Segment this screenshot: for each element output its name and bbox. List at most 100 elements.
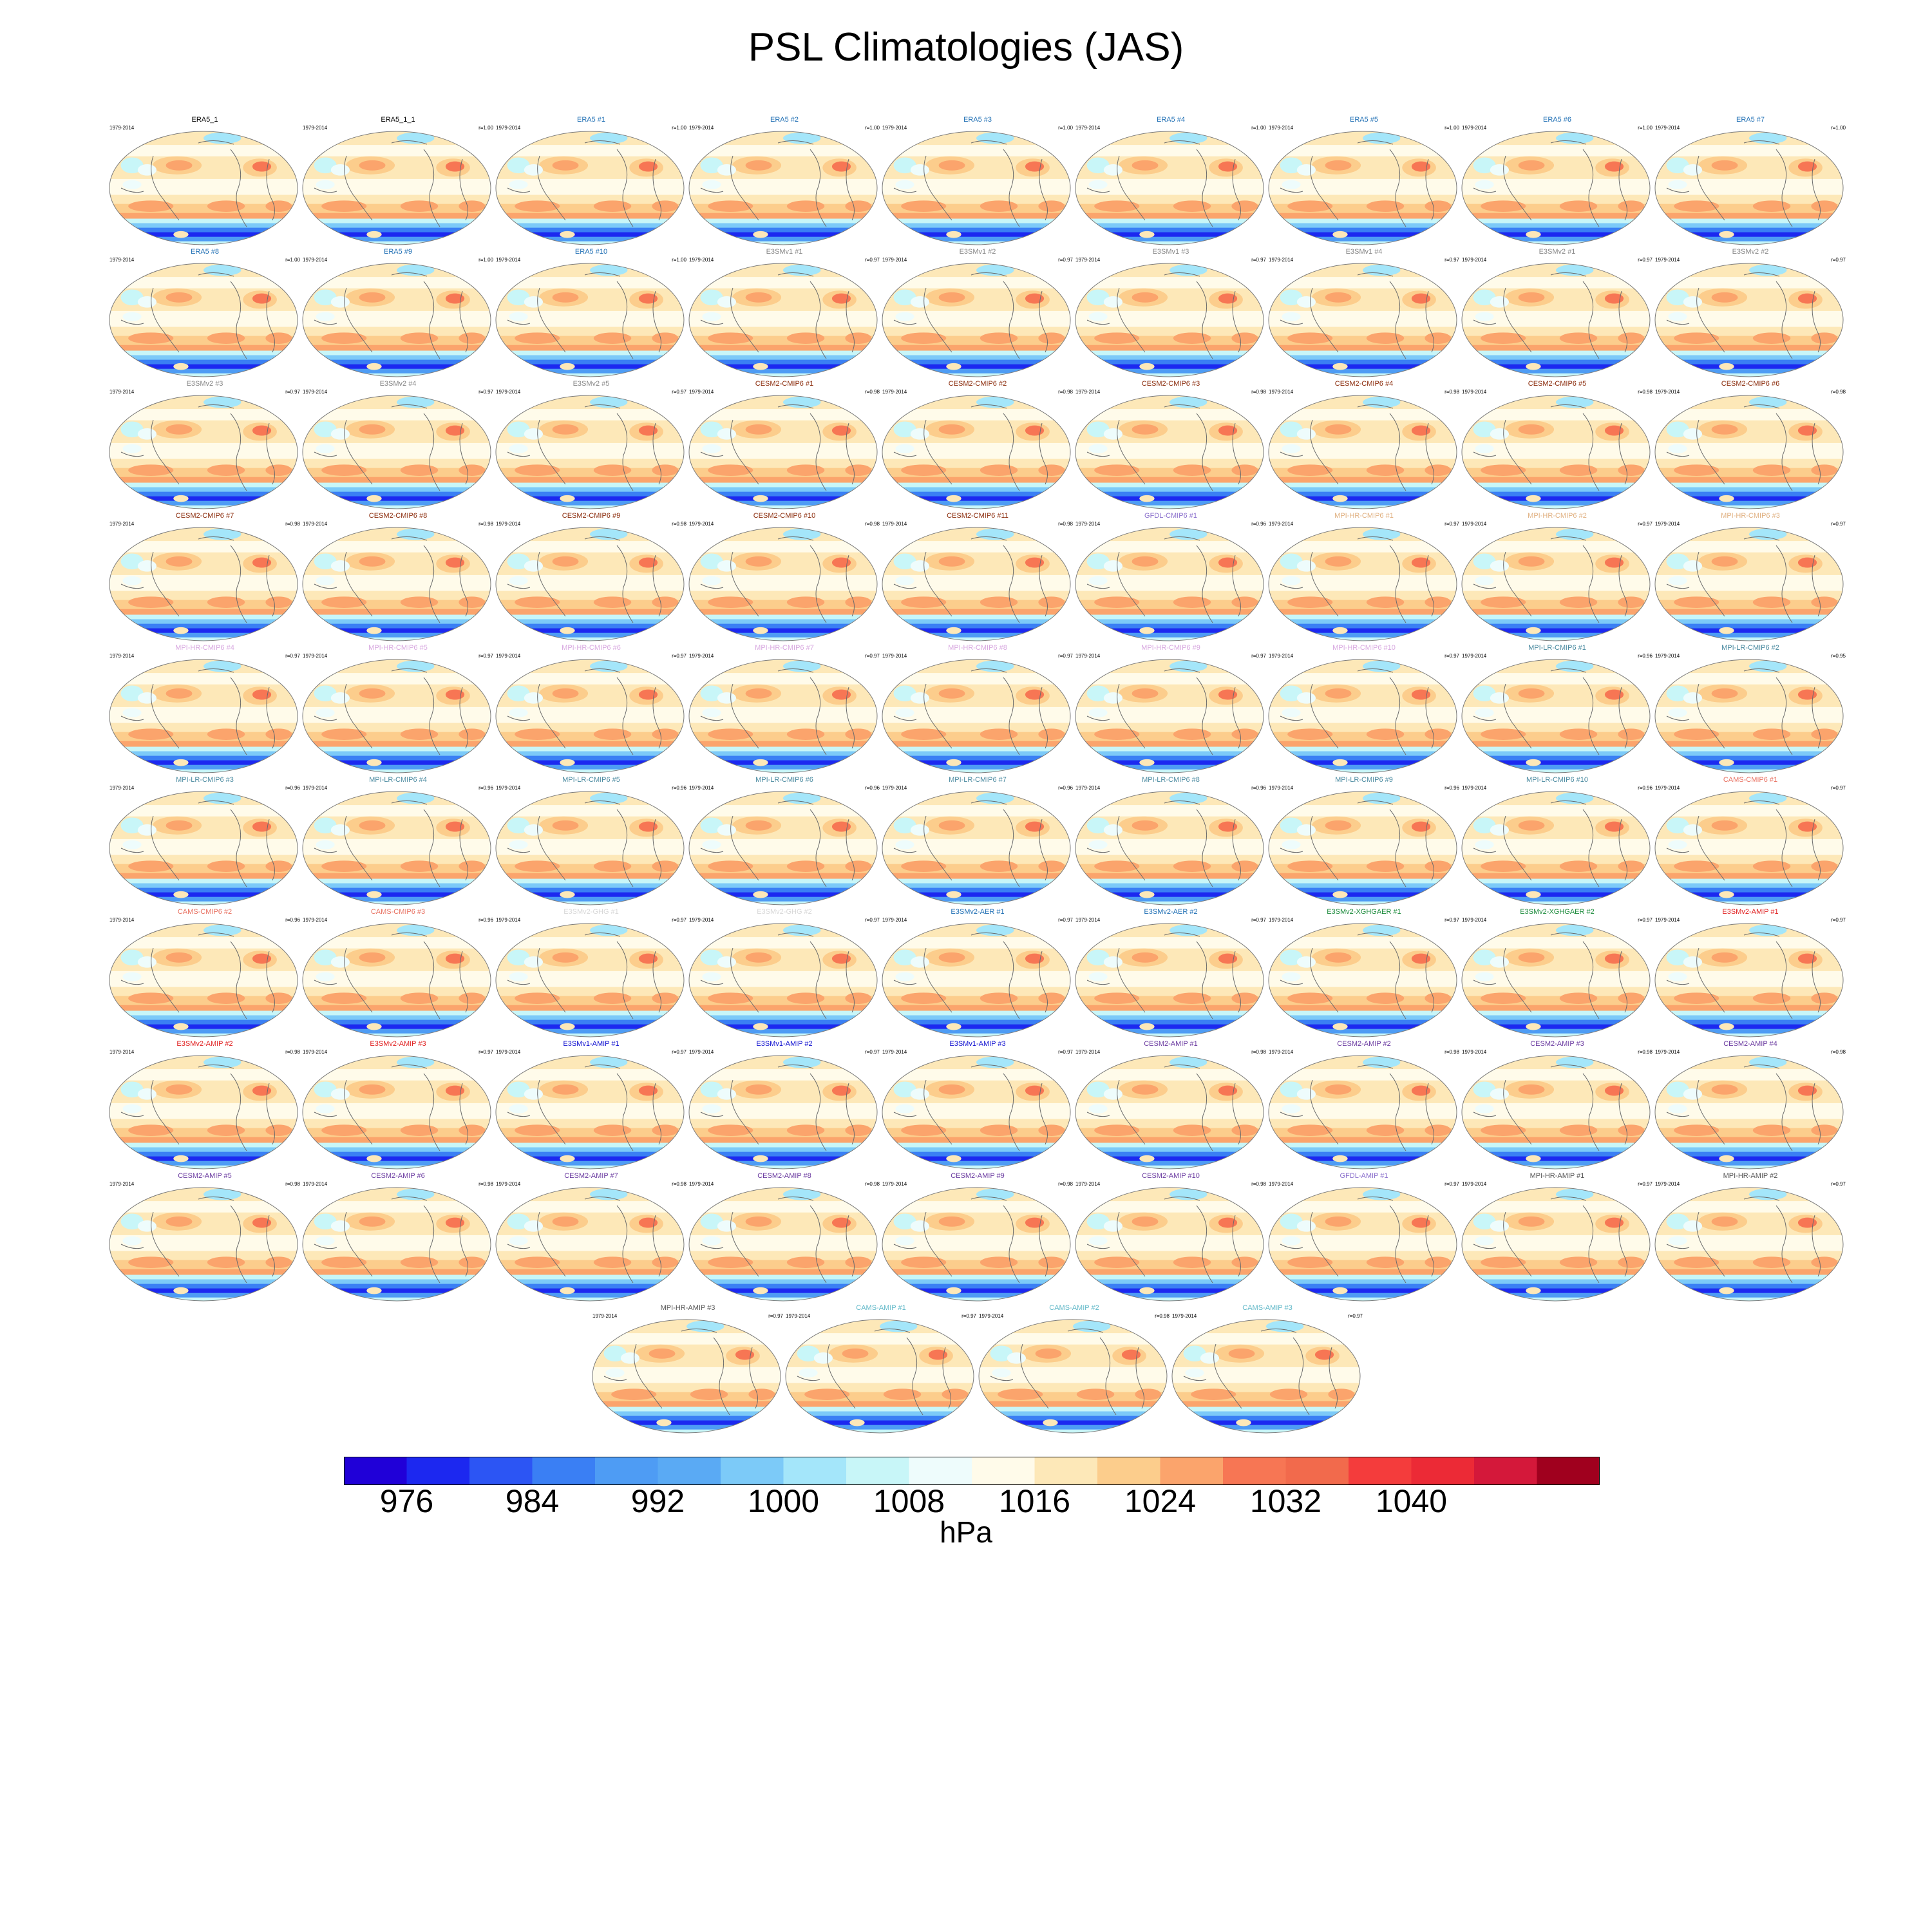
- globe-map: [1654, 791, 1844, 905]
- panel-correlation: r=0.98: [865, 521, 880, 527]
- globe-map: [1268, 1187, 1457, 1302]
- globe-map: [688, 1055, 878, 1170]
- panel-title: ERA5 #7: [1736, 116, 1765, 124]
- colorbar-swatch: [406, 1457, 470, 1485]
- panel-title: MPI-HR-CMIP6 #3: [1721, 512, 1780, 520]
- psl-field: [109, 659, 298, 773]
- globe-map: [1461, 263, 1651, 377]
- panel-title: ERA5_1: [191, 116, 218, 124]
- psl-field: [689, 791, 877, 905]
- panel-title: E3SMv2-XGHGAER #2: [1520, 908, 1595, 916]
- globe-map: [1654, 263, 1844, 377]
- globe-map: [495, 659, 685, 773]
- map-panel: CESM2-CMIP6 #4 1979-2014 r=0.98: [1267, 380, 1461, 509]
- panel-period: 1979-2014: [109, 125, 135, 131]
- panel-period: 1979-2014: [496, 917, 521, 923]
- panel-period: 1979-2014: [496, 653, 521, 659]
- panel-correlation: r=0.97: [865, 653, 880, 659]
- globe-map: [1268, 131, 1457, 245]
- panel-title: E3SMv2-AER #1: [951, 908, 1005, 916]
- globe-map: [1654, 1187, 1844, 1302]
- panel-correlation: r=1.00: [285, 257, 300, 263]
- panel-correlation: r=0.98: [478, 521, 493, 527]
- panel-period: 1979-2014: [1462, 1049, 1487, 1055]
- panel-period: 1979-2014: [786, 1313, 811, 1319]
- panel-correlation: r=0.96: [1638, 653, 1653, 659]
- panel-correlation: r=0.98: [1155, 1313, 1170, 1319]
- psl-field: [1655, 1188, 1843, 1301]
- map-panel: ERA5 #3 1979-2014 r=1.00: [881, 116, 1074, 245]
- panel-period: 1979-2014: [1462, 521, 1487, 527]
- map-panel: ERA5 #6 1979-2014 r=1.00: [1461, 116, 1654, 245]
- panel-period: 1979-2014: [689, 917, 714, 923]
- panel-period: 1979-2014: [109, 1049, 135, 1055]
- panel-period: 1979-2014: [1655, 917, 1680, 923]
- globe-map: [495, 923, 685, 1037]
- panel-period: 1979-2014: [1269, 125, 1294, 131]
- panel-title: MPI-LR-CMIP6 #7: [949, 776, 1007, 784]
- panel-title: GFDL-AMIP #1: [1340, 1172, 1388, 1180]
- map-panel: CESM2-CMIP6 #5 1979-2014 r=0.98: [1461, 380, 1654, 509]
- panel-correlation: r=0.97: [1638, 917, 1653, 923]
- panel-period: 1979-2014: [1462, 389, 1487, 395]
- panel-period: 1979-2014: [303, 1049, 328, 1055]
- map-panel: MPI-HR-CMIP6 #7 1979-2014 r=0.97: [688, 644, 881, 773]
- panel-period: 1979-2014: [496, 785, 521, 791]
- panel-period: 1979-2014: [689, 521, 714, 527]
- panel-period: 1979-2014: [1655, 1049, 1680, 1055]
- psl-field: [109, 131, 298, 245]
- psl-field: [496, 263, 684, 377]
- panel-title: MPI-LR-CMIP6 #9: [1335, 776, 1393, 784]
- panel-correlation: r=0.96: [1251, 785, 1266, 791]
- map-panel: CESM2-CMIP6 #6 1979-2014 r=0.98: [1654, 380, 1847, 509]
- panel-period: 1979-2014: [592, 1313, 618, 1319]
- psl-field: [1269, 1188, 1457, 1301]
- map-panel: ERA5 #7 1979-2014 r=1.00: [1654, 116, 1847, 245]
- panel-period: 1979-2014: [1269, 653, 1294, 659]
- psl-field: [1269, 263, 1457, 377]
- psl-field: [496, 1188, 684, 1301]
- map-panel: ERA5 #10 1979-2014 r=1.00: [495, 248, 688, 377]
- panel-title: MPI-LR-CMIP6 #3: [176, 776, 234, 784]
- colorbar-swatch: [1537, 1457, 1600, 1485]
- colorbar-tick-label: 1032: [1249, 1483, 1322, 1519]
- map-panel: MPI-LR-CMIP6 #1 1979-2014 r=0.96: [1461, 644, 1654, 773]
- panel-period: 1979-2014: [1075, 917, 1101, 923]
- globe-map: [495, 527, 685, 641]
- map-panel: MPI-HR-CMIP6 #8 1979-2014 r=0.97: [881, 644, 1074, 773]
- map-panel: ERA5_1 1979-2014: [108, 116, 301, 245]
- panel-correlation: r=0.96: [285, 785, 300, 791]
- panel-correlation: r=0.97: [1058, 653, 1073, 659]
- colorbar-tick-label: 1008: [873, 1483, 945, 1519]
- map-panel: E3SMv1-AMIP #2 1979-2014 r=0.97: [688, 1040, 881, 1170]
- globe-map: [1654, 395, 1844, 509]
- globe-map: [1075, 791, 1264, 905]
- panel-correlation: r=0.97: [1444, 653, 1459, 659]
- psl-field: [1075, 923, 1264, 1037]
- colorbar-tick-label: 976: [379, 1483, 434, 1519]
- globe-map: [1268, 923, 1457, 1037]
- map-panel: CESM2-AMIP #10 1979-2014 r=0.98: [1074, 1172, 1267, 1302]
- map-panel: CESM2-AMIP #7 1979-2014 r=0.98: [495, 1172, 688, 1302]
- panel-period: 1979-2014: [689, 785, 714, 791]
- colorbar-swatch: [1223, 1457, 1286, 1485]
- panel-correlation: r=1.00: [1831, 125, 1846, 131]
- map-panel: MPI-HR-CMIP6 #9 1979-2014 r=0.97: [1074, 644, 1267, 773]
- panel-correlation: r=0.97: [672, 389, 687, 395]
- globe-map: [1075, 1187, 1264, 1302]
- panel-period: 1979-2014: [882, 257, 907, 263]
- map-panel: E3SMv2-AER #1 1979-2014 r=0.97: [881, 908, 1074, 1037]
- panel-title: CAMS-AMIP #2: [1049, 1304, 1099, 1312]
- psl-field: [1462, 263, 1650, 377]
- panel-title: E3SMv1-AMIP #2: [756, 1040, 813, 1048]
- psl-field: [303, 527, 491, 641]
- panel-title: MPI-HR-CMIP6 #10: [1332, 644, 1396, 652]
- panel-period: 1979-2014: [882, 1181, 907, 1187]
- psl-field: [1462, 791, 1650, 905]
- psl-field: [496, 791, 684, 905]
- panel-period: 1979-2014: [1655, 521, 1680, 527]
- globe-map: [882, 395, 1071, 509]
- map-panel: CAMS-AMIP #3 1979-2014 r=0.97: [1171, 1304, 1364, 1434]
- colorbar-swatch: [721, 1457, 784, 1485]
- panel-period: 1979-2014: [1462, 785, 1487, 791]
